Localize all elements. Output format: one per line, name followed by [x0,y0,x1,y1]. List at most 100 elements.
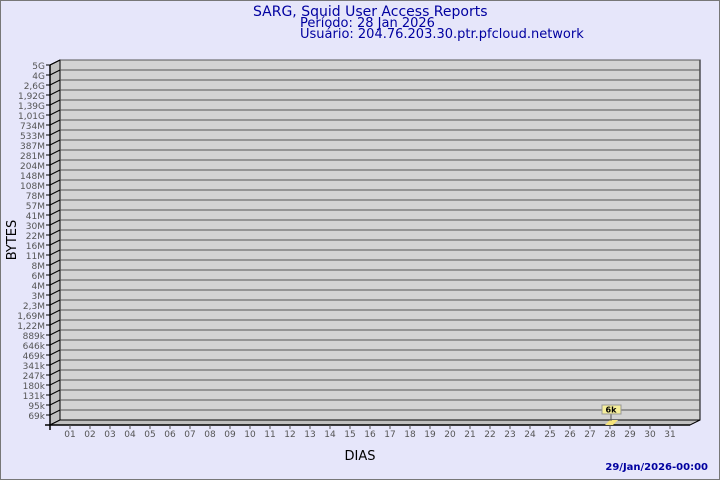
gridline-side [49,269,61,276]
x-tick-label: 12 [284,430,295,440]
gridline-side [49,69,61,76]
gridline-side [49,319,61,326]
x-tick-label: 01 [64,430,75,440]
y-tick-label: 646k [23,342,46,352]
x-tick-label: 16 [364,430,376,440]
data-label: 6k [606,406,618,415]
gridline-side [49,109,61,116]
x-tick-label: 29 [624,430,636,440]
x-tick-label: 31 [664,430,675,440]
x-tick-label: 03 [104,430,115,440]
gridline-side [49,89,61,96]
y-tick-label: 1,39G [18,102,45,112]
x-tick-label: 25 [544,430,555,440]
gridline-side [49,399,61,406]
y-tick-label: 5G [32,62,45,72]
y-tick-label: 69k [28,412,45,422]
y-tick-label: 41M [26,212,45,222]
y-tick-label: 2,6G [24,82,45,92]
y-tick-label: 734M [20,122,45,132]
x-tick-label: 26 [564,430,576,440]
gridline-side [49,259,61,266]
x-tick-label: 14 [324,430,336,440]
y-tick-label: 131k [23,392,46,402]
x-tick-label: 09 [224,430,236,440]
y-tick-label: 889k [23,332,46,342]
y-tick-label: 148M [20,172,45,182]
y-tick-label: 16M [26,242,45,252]
gridline-side [49,119,61,126]
gridline-side [49,79,61,86]
gridline-side [49,309,61,316]
y-tick-label: 11M [26,252,45,262]
y-tick-label: 341k [23,362,46,372]
gridline-side [49,159,61,166]
gridline-side [49,359,61,366]
gridline-side [49,209,61,216]
y-tick-label: 1,69M [17,312,45,322]
y-tick-label: 247k [23,372,46,382]
gridline-side [49,59,61,66]
gridline-side [49,139,61,146]
chart-user: Usuário: 204.76.203.30.ptr.pfcloud.netwo… [300,27,584,42]
x-tick-label: 24 [524,430,536,440]
x-tick-label: 06 [164,430,176,440]
y-tick-label: 533M [20,132,45,142]
y-tick-label: 1,92G [18,92,45,102]
y-tick-label: 3M [32,292,46,302]
data-label-box [601,404,622,415]
gridline-side [49,279,61,286]
y-tick-label: 22M [26,232,45,242]
y-tick-label: 57M [26,202,45,212]
y-tick-label: 387M [20,142,45,152]
gridline-side [49,289,61,296]
gridline-side [49,129,61,136]
gridline-side [49,99,61,106]
x-tick-label: 05 [144,430,155,440]
x-tick-label: 08 [204,430,216,440]
gridline-side [49,229,61,236]
x-tick-label: 22 [484,430,495,440]
y-tick-label: 108M [20,182,45,192]
gridline-side [49,179,61,186]
x-tick-label: 13 [304,430,315,440]
y-tick-label: 8M [32,262,46,272]
gridline-side [49,379,61,386]
x-tick-label: 19 [424,430,436,440]
y-tick-label: 4G [32,72,45,82]
gridline-side [49,239,61,246]
y-tick-label: 1,22M [17,322,45,332]
gridline-side [49,389,61,396]
y-tick-label: 1,01G [18,112,45,122]
y-tick-label: 95k [28,402,45,412]
x-tick-label: 27 [584,430,595,440]
x-tick-label: 21 [464,430,475,440]
gridline-side [49,219,61,226]
y-tick-label: 30M [26,222,45,232]
gridline-side [49,149,61,156]
gridline-side [49,349,61,356]
chart-period: Período: 28 Jan 2026 [300,16,435,31]
y-tick-label: 6M [32,272,46,282]
x-tick-label: 02 [84,430,95,440]
gridline-side [49,339,61,346]
y-tick-label: 180k [23,382,46,392]
x-tick-label: 15 [344,430,355,440]
x-axis-label: DIAS [345,449,376,464]
gridline-side [49,369,61,376]
x-tick-label: 18 [404,430,416,440]
x-tick-label: 04 [124,430,136,440]
x-tick-label: 11 [264,430,275,440]
x-tick-label: 30 [644,430,656,440]
x-tick-label: 07 [184,430,195,440]
gridline-side [49,329,61,336]
y-tick-label: 2,3M [23,302,45,312]
y-tick-label: 204M [20,162,45,172]
y-axis-label: BYTES [5,220,20,261]
gridline-side [49,169,61,176]
gridline-side [49,299,61,306]
gridline-side [49,199,61,206]
chart-title: SARG, Squid User Access Reports [253,4,488,20]
gridline-side [49,189,61,196]
